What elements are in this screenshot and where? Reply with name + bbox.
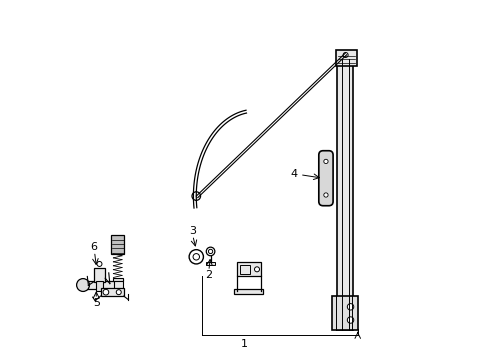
Text: 2: 2 <box>205 270 212 280</box>
Bar <box>101 288 123 296</box>
Bar <box>206 262 214 265</box>
Text: 1: 1 <box>241 339 247 348</box>
Circle shape <box>254 267 259 272</box>
Circle shape <box>208 249 212 253</box>
Bar <box>95 281 102 291</box>
Bar <box>337 59 353 330</box>
Text: 4: 4 <box>290 169 297 179</box>
Bar <box>111 235 124 254</box>
Circle shape <box>323 193 327 197</box>
Text: 6: 6 <box>90 242 98 252</box>
Circle shape <box>343 53 347 58</box>
Circle shape <box>77 279 89 292</box>
Bar <box>114 279 123 292</box>
Bar <box>234 289 263 294</box>
Bar <box>240 265 250 274</box>
Bar <box>94 267 105 282</box>
Circle shape <box>189 249 203 264</box>
Circle shape <box>103 289 108 295</box>
Circle shape <box>206 247 214 256</box>
Bar <box>80 281 121 289</box>
Circle shape <box>346 303 353 310</box>
Circle shape <box>323 159 327 163</box>
Circle shape <box>346 317 353 323</box>
Bar <box>237 262 260 276</box>
Text: 3: 3 <box>189 226 196 236</box>
Text: 5: 5 <box>93 298 100 308</box>
Circle shape <box>193 253 199 260</box>
FancyBboxPatch shape <box>318 151 332 206</box>
Circle shape <box>192 192 200 201</box>
Circle shape <box>116 290 121 295</box>
Circle shape <box>97 261 102 266</box>
Bar <box>331 296 357 330</box>
Bar <box>112 278 122 281</box>
Bar <box>336 50 356 66</box>
